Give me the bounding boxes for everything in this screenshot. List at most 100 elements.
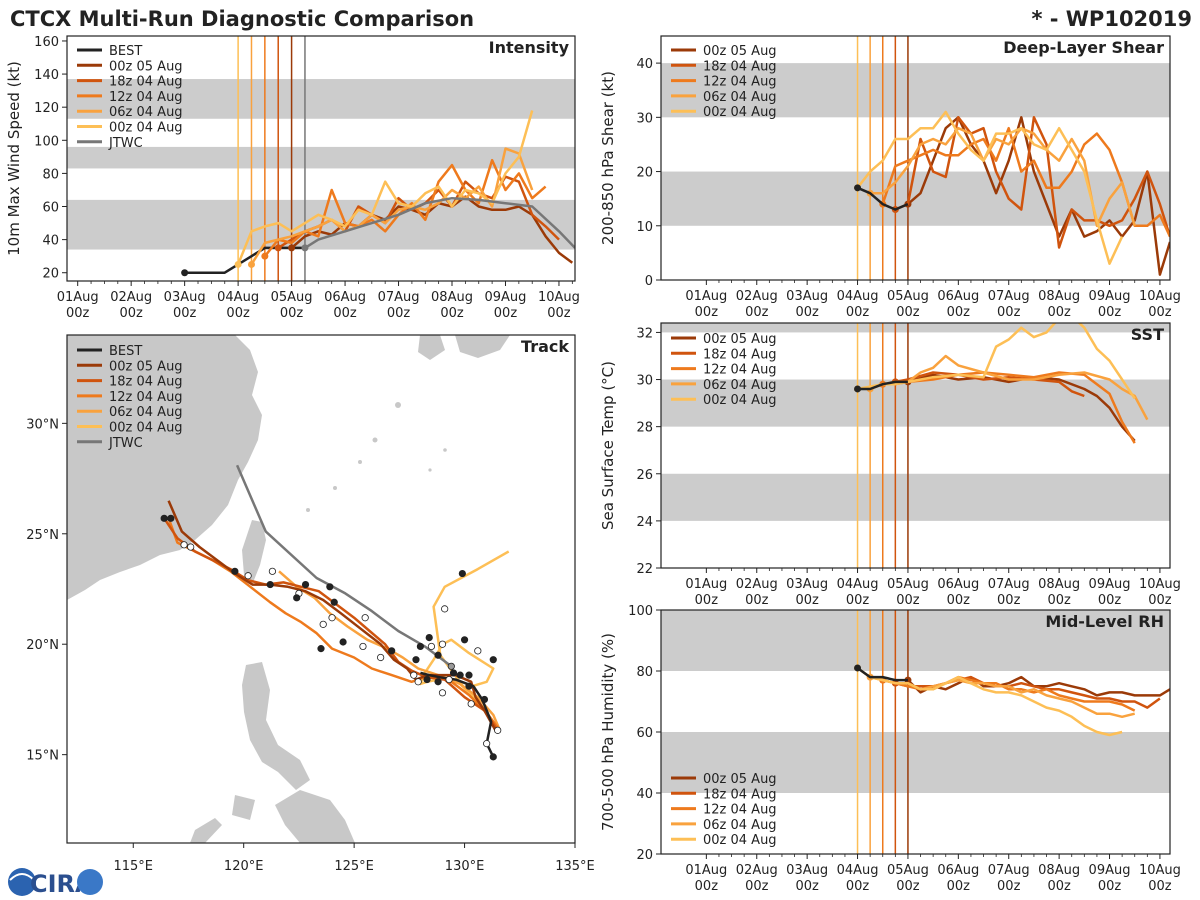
shear-xtick-label: 00z <box>1098 305 1122 320</box>
track-panel: 115°E 120°E 125°E 130°E 135°E 15°N 20°N 25°N 30°… <box>26 334 595 874</box>
intensity-xtick-label: 09Aug <box>485 290 527 305</box>
rh-series-best <box>856 666 908 682</box>
land-islet <box>428 468 432 472</box>
rh-frame <box>660 609 1171 855</box>
rh-xtick-label: 08Aug <box>1038 863 1080 878</box>
intensity-xtick-label: 06Aug <box>324 290 366 305</box>
sst-ytick-label: 26 <box>636 468 653 483</box>
shear-plot-area <box>661 36 1170 280</box>
track-point-marker <box>494 726 502 734</box>
shear-ytick-label: 20 <box>636 166 653 181</box>
intensity-ytick-label: 140 <box>34 68 59 83</box>
sst-series-start-dot <box>854 385 862 393</box>
track-point-marker <box>317 645 325 653</box>
intensity-xtick-label: 10Aug <box>538 290 580 305</box>
sst-series-best <box>857 380 908 391</box>
rh-band <box>661 610 1170 671</box>
track-point-marker <box>434 651 442 659</box>
land-masses <box>67 335 510 843</box>
track-point-marker <box>167 514 175 522</box>
rh-plot-area <box>661 610 1170 854</box>
track-legend-label: 00z 05 Aug <box>109 359 183 374</box>
land-palawan <box>190 818 222 843</box>
sst-plot-area <box>661 323 1170 568</box>
rh-ylabel: 700-500 hPa Humidity (%) <box>599 633 617 831</box>
rh-series-start-dot <box>904 676 912 684</box>
sst-xtick-label: 00z <box>1148 593 1172 608</box>
shear-xtick-label: 00z <box>997 305 1021 320</box>
sst-xtick-label: 00z <box>896 593 920 608</box>
intensity-xtick-label: 00z <box>226 306 250 321</box>
track-point-marker <box>489 656 497 664</box>
intensity-ytick-label: 120 <box>34 101 59 116</box>
track-legend-label: 00z 04 Aug <box>109 421 183 436</box>
shear-xtick-label: 10Aug <box>1139 289 1181 304</box>
track-legend-label: 12z 04 Aug <box>109 390 183 405</box>
intensity-xtick-label: 07Aug <box>378 290 420 305</box>
land-islet <box>372 437 378 443</box>
sst-frame <box>660 322 1171 569</box>
shear-panel: 01Aug00z02Aug00z03Aug00z04Aug00z05Aug00z… <box>599 35 1181 320</box>
track-point-marker <box>447 662 455 670</box>
rh-xtick-label: 05Aug <box>887 863 929 878</box>
sst-xtick-label: 10Aug <box>1139 577 1181 592</box>
sst-xtick-label: 00z <box>695 593 719 608</box>
intensity-series-start-dot <box>288 244 296 252</box>
track-legend-label: JTWC <box>108 436 143 451</box>
intensity-series-start-dot <box>181 269 189 277</box>
track-point-marker <box>458 569 466 578</box>
sst-xtick-label: 04Aug <box>837 577 879 592</box>
track-point-marker <box>460 636 469 644</box>
shear-legend-label: 12z 04 Aug <box>703 75 777 90</box>
track-xtick-label: 135°E <box>555 859 595 874</box>
rh-xtick-label: 00z <box>846 879 870 894</box>
intensity-xtick-label: 00z <box>333 306 357 321</box>
track-point-marker <box>483 740 491 748</box>
rh-legend-label: 00z 05 Aug <box>703 772 777 787</box>
track-plot-area <box>160 464 510 761</box>
sst-xtick-label: 00z <box>1098 593 1122 608</box>
intensity-title: Intensity <box>489 38 570 57</box>
sst-band <box>661 473 1170 521</box>
sst-xtick-label: 00z <box>1047 593 1071 608</box>
land-mindoro <box>232 795 255 820</box>
intensity-series-start-dot <box>234 260 242 268</box>
intensity-xtick-label: 00z <box>494 306 518 321</box>
intensity-ytick-label: 40 <box>42 234 59 249</box>
rh-panel: 01Aug00z02Aug00z03Aug00z04Aug00z05Aug00z… <box>599 604 1181 894</box>
intensity-frame <box>66 35 576 282</box>
land-islet <box>358 460 362 464</box>
shear-xtick-label: 01Aug <box>685 289 727 304</box>
track-ytick-label: 20°N <box>26 638 59 653</box>
intensity-xtick-label: 01Aug <box>57 290 99 305</box>
intensity-xtick-label: 00z <box>66 306 90 321</box>
shear-xtick-label: 00z <box>695 305 719 320</box>
track-point-marker <box>414 678 422 686</box>
intensity-ytick-label: 20 <box>42 267 59 282</box>
intensity-xtick-label: 00z <box>173 306 197 321</box>
track-point-marker <box>423 675 431 684</box>
rh-xtick-label: 00z <box>1098 879 1122 894</box>
rh-xtick-label: 03Aug <box>786 863 828 878</box>
rh-ytick-label: 60 <box>636 726 653 741</box>
cira-sat-icon <box>77 869 103 895</box>
track-point-marker <box>231 567 239 575</box>
intensity-band <box>67 79 575 119</box>
intensity-xtick-label: 03Aug <box>164 290 206 305</box>
track-xtick-label: 115°E <box>113 859 153 874</box>
intensity-xtick-label: 00z <box>440 306 464 321</box>
shear-xtick-label: 05Aug <box>887 289 929 304</box>
shear-xtick-label: 00z <box>1047 305 1071 320</box>
rh-legend-label: 12z 04 Aug <box>703 803 777 818</box>
intensity-xtick-label: 04Aug <box>217 290 259 305</box>
rh-band <box>661 732 1170 793</box>
sst-xtick-label: 00z <box>947 593 971 608</box>
intensity-legend-label: 00z 05 Aug <box>109 59 183 74</box>
land-islet <box>306 508 310 512</box>
sst-ytick-label: 24 <box>636 515 653 530</box>
intensity-series-start-dot <box>274 244 282 252</box>
shear-series-best <box>857 186 909 211</box>
sst-xtick-label: 02Aug <box>736 577 778 592</box>
intensity-plot-area <box>67 36 575 281</box>
track-ytick-label: 15°N <box>26 749 59 764</box>
